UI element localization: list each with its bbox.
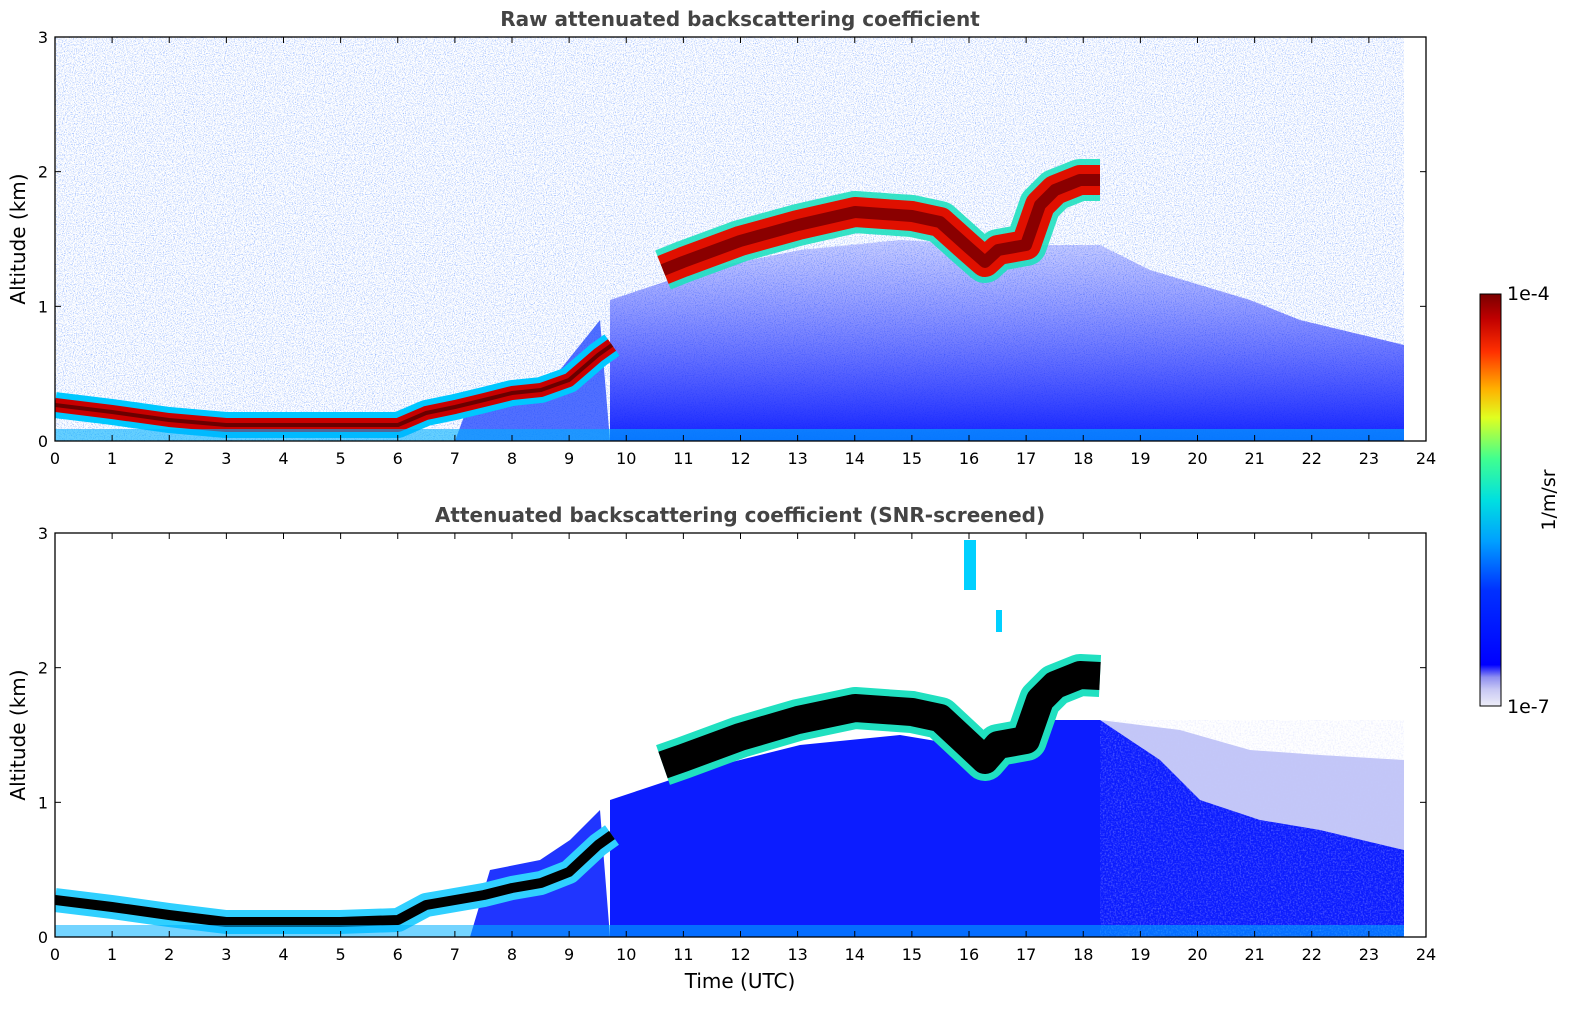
x-tick-label: 14	[845, 449, 865, 468]
x-tick-label: 18	[1073, 945, 1093, 964]
x-tick-label: 16	[959, 449, 979, 468]
y-tick-label: 2	[38, 659, 48, 678]
x-tick-label: 20	[1187, 945, 1207, 964]
bottom-surface-clutter	[55, 925, 1404, 937]
y-tick-label: 0	[38, 432, 48, 451]
x-tick-label: 6	[393, 449, 403, 468]
x-tick-label: 3	[221, 449, 231, 468]
x-tick-label: 10	[616, 449, 636, 468]
colorbar-gradient	[1479, 293, 1502, 707]
x-tick-label: 0	[50, 945, 60, 964]
y-tick-label: 2	[38, 163, 48, 182]
top-boundary-layer-haze	[610, 240, 1404, 441]
bottom-panel-title: Attenuated backscattering coefficient (S…	[435, 503, 1045, 527]
x-tick-label: 23	[1359, 449, 1379, 468]
x-tick-label: 17	[1016, 945, 1036, 964]
colorbar: 1e-4 1e-7 1/m/sr	[1479, 283, 1560, 718]
x-tick-label: 19	[1130, 449, 1150, 468]
x-tick-label: 17	[1016, 449, 1036, 468]
x-tick-label: 13	[787, 945, 807, 964]
x-tick-label: 18	[1073, 449, 1093, 468]
bottom-cirrus-fragment	[964, 540, 976, 590]
x-tick-label: 12	[730, 449, 750, 468]
colorbar-unit-label: 1/m/sr	[1538, 469, 1560, 530]
x-tick-label: 16	[959, 945, 979, 964]
x-tick-label: 7	[450, 945, 460, 964]
colorbar-max-label: 1e-4	[1507, 283, 1550, 305]
x-tick-label: 24	[1416, 449, 1436, 468]
x-tick-label: 21	[1244, 449, 1264, 468]
bottom-cirrus-fragment	[996, 610, 1002, 632]
y-tick-label: 0	[38, 928, 48, 947]
x-tick-label: 22	[1302, 449, 1322, 468]
x-tick-label: 20	[1187, 449, 1207, 468]
bottom-cloud-layer	[658, 661, 1101, 779]
x-tick-label: 5	[336, 449, 346, 468]
bottom-panel: Attenuated backscattering coefficient (S…	[6, 503, 1436, 993]
top-panel-title: Raw attenuated backscattering coefficien…	[500, 7, 980, 31]
bottom-aerosol-layer	[55, 830, 615, 927]
y-tick-label: 1	[38, 793, 48, 812]
bottom-y-axis: 0 1 2 3	[38, 524, 1426, 947]
x-tick-label: 12	[730, 945, 750, 964]
top-cloud-layer-core	[660, 174, 1100, 276]
x-tick-label: 4	[278, 945, 288, 964]
x-tick-label: 1	[107, 945, 117, 964]
y-tick-label: 1	[38, 297, 48, 316]
x-tick-label: 13	[787, 449, 807, 468]
top-x-axis: 0 1 2 3 4 5 6 7 8 9 10 11 12 13 14 15 16 17 18 19 20 21 22 23 24	[50, 37, 1436, 468]
x-tick-label: 15	[902, 945, 922, 964]
x-tick-label: 8	[507, 449, 517, 468]
x-tick-label: 2	[164, 449, 174, 468]
top-panel: Raw attenuated backscattering coefficien…	[6, 7, 1436, 468]
y-tick-label: 3	[38, 28, 48, 47]
x-tick-label: 23	[1359, 945, 1379, 964]
x-tick-label: 8	[507, 945, 517, 964]
y-tick-label: 3	[38, 524, 48, 543]
bottom-y-axis-label: Altitude (km)	[6, 669, 30, 800]
bottom-x-axis: 0 1 2 3 4 5 6 7 8 9 10 11 12 13 14 15 16 17 18 19 20 21 22 23 24	[50, 533, 1436, 964]
top-surface-clutter	[55, 429, 1404, 441]
top-y-axis-label: Altitude (km)	[6, 173, 30, 304]
x-tick-label: 9	[564, 449, 574, 468]
x-tick-label: 4	[278, 449, 288, 468]
x-tick-label: 3	[221, 945, 231, 964]
x-tick-label: 19	[1130, 945, 1150, 964]
bottom-x-axis-label: Time (UTC)	[684, 969, 796, 993]
bottom-plot-area	[55, 533, 1426, 937]
x-tick-label: 1	[107, 449, 117, 468]
x-tick-label: 7	[450, 449, 460, 468]
x-tick-label: 22	[1302, 945, 1322, 964]
x-tick-label: 15	[902, 449, 922, 468]
x-tick-label: 24	[1416, 945, 1436, 964]
x-tick-label: 2	[164, 945, 174, 964]
bottom-screened-speckle	[1100, 720, 1404, 937]
x-tick-label: 11	[673, 945, 693, 964]
top-y-axis: 0 1 2 3	[38, 28, 1426, 451]
x-tick-label: 21	[1244, 945, 1264, 964]
x-tick-label: 11	[673, 449, 693, 468]
top-plot-area	[55, 37, 1426, 441]
top-aerosol-layer-core	[55, 343, 614, 427]
x-tick-label: 10	[616, 945, 636, 964]
colorbar-min-label: 1e-7	[1507, 696, 1550, 718]
x-tick-label: 9	[564, 945, 574, 964]
x-tick-label: 6	[393, 945, 403, 964]
x-tick-label: 14	[845, 945, 865, 964]
x-tick-label: 0	[50, 449, 60, 468]
x-tick-label: 5	[336, 945, 346, 964]
